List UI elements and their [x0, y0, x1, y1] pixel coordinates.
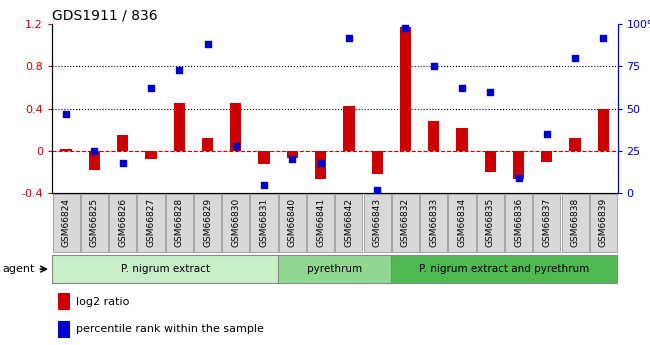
FancyBboxPatch shape [109, 195, 136, 253]
Text: GSM66827: GSM66827 [146, 198, 155, 247]
FancyBboxPatch shape [278, 255, 391, 283]
Text: pyrethrum: pyrethrum [307, 264, 362, 274]
Text: GSM66841: GSM66841 [316, 198, 325, 247]
Point [428, 63, 439, 69]
Point [400, 25, 411, 30]
Point [485, 89, 495, 95]
Bar [456, 128, 467, 151]
FancyBboxPatch shape [194, 195, 221, 253]
Bar [89, 151, 100, 170]
Text: GSM66824: GSM66824 [62, 198, 71, 247]
Text: GSM66833: GSM66833 [429, 198, 438, 247]
Text: GSM66839: GSM66839 [599, 198, 608, 247]
FancyBboxPatch shape [222, 195, 250, 253]
Bar [598, 109, 609, 151]
Bar [513, 151, 524, 179]
Bar [117, 135, 128, 151]
Bar [372, 151, 383, 174]
Bar [400, 27, 411, 151]
Point [541, 131, 552, 137]
Text: GDS1911 / 836: GDS1911 / 836 [52, 9, 157, 23]
FancyBboxPatch shape [392, 195, 419, 253]
Text: log2 ratio: log2 ratio [76, 297, 129, 306]
Bar [174, 104, 185, 151]
Text: agent: agent [3, 264, 35, 274]
FancyBboxPatch shape [81, 195, 108, 253]
Point [231, 143, 241, 149]
Point [457, 86, 467, 91]
Point [287, 157, 298, 162]
Text: GSM66831: GSM66831 [259, 198, 268, 247]
Bar [230, 104, 241, 151]
FancyBboxPatch shape [250, 195, 278, 253]
Text: GSM66830: GSM66830 [231, 198, 240, 247]
Bar [428, 121, 439, 151]
Bar [259, 151, 270, 164]
Bar [287, 151, 298, 158]
Bar [60, 149, 72, 151]
Text: GSM66838: GSM66838 [571, 198, 580, 247]
Bar [569, 138, 580, 151]
Point [344, 35, 354, 40]
FancyBboxPatch shape [448, 195, 476, 253]
Bar [485, 151, 496, 172]
Bar [541, 151, 552, 161]
FancyBboxPatch shape [335, 195, 363, 253]
Point [598, 35, 608, 40]
Point [174, 67, 185, 72]
Point [259, 182, 269, 188]
Text: GSM66836: GSM66836 [514, 198, 523, 247]
FancyBboxPatch shape [137, 195, 164, 253]
Bar [146, 151, 157, 159]
Bar [315, 151, 326, 179]
Text: GSM66843: GSM66843 [372, 198, 382, 247]
FancyBboxPatch shape [590, 195, 617, 253]
Point [118, 160, 128, 166]
Point [315, 160, 326, 166]
FancyBboxPatch shape [562, 195, 589, 253]
FancyBboxPatch shape [533, 195, 560, 253]
Text: P. nigrum extract and pyrethrum: P. nigrum extract and pyrethrum [419, 264, 590, 274]
FancyBboxPatch shape [476, 195, 504, 253]
Point [372, 187, 382, 193]
Text: GSM66835: GSM66835 [486, 198, 495, 247]
Text: GSM66834: GSM66834 [458, 198, 467, 247]
Text: GSM66829: GSM66829 [203, 198, 212, 247]
Bar [58, 321, 70, 338]
Text: GSM66837: GSM66837 [542, 198, 551, 247]
FancyBboxPatch shape [53, 195, 80, 253]
Bar [343, 106, 354, 151]
Point [570, 55, 580, 61]
Text: GSM66840: GSM66840 [288, 198, 297, 247]
Point [146, 86, 156, 91]
Text: GSM66825: GSM66825 [90, 198, 99, 247]
Bar [58, 293, 70, 310]
Bar [202, 138, 213, 151]
Point [61, 111, 72, 117]
FancyBboxPatch shape [363, 195, 391, 253]
Text: percentile rank within the sample: percentile rank within the sample [76, 324, 264, 334]
Point [89, 148, 99, 154]
Text: GSM66826: GSM66826 [118, 198, 127, 247]
FancyBboxPatch shape [52, 255, 278, 283]
Text: P. nigrum extract: P. nigrum extract [121, 264, 209, 274]
FancyBboxPatch shape [307, 195, 334, 253]
Text: GSM66842: GSM66842 [344, 198, 354, 247]
FancyBboxPatch shape [391, 255, 618, 283]
FancyBboxPatch shape [420, 195, 447, 253]
Text: GSM66832: GSM66832 [401, 198, 410, 247]
FancyBboxPatch shape [279, 195, 306, 253]
Point [514, 175, 524, 181]
FancyBboxPatch shape [166, 195, 193, 253]
FancyBboxPatch shape [505, 195, 532, 253]
Text: GSM66828: GSM66828 [175, 198, 184, 247]
Point [202, 42, 213, 47]
